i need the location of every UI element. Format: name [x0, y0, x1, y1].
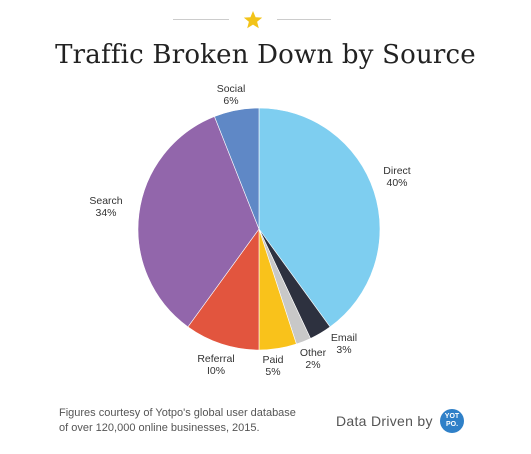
source-note-line-2: of over 120,000 online businesses, 2015.: [59, 422, 260, 434]
pie-slice-direct: [258, 107, 381, 328]
pie-slice-search: [137, 116, 260, 328]
slice-label-social: Social 6%: [217, 83, 246, 107]
chart-title: Traffic Broken Down by Source: [55, 40, 476, 70]
star-icon: [243, 11, 263, 29]
header-divider-right: [277, 19, 331, 20]
slice-label-email: Email 3%: [331, 332, 357, 356]
pie-slice-social: [214, 107, 260, 230]
header-divider-left: [173, 19, 229, 20]
yotpo-logo-icon: YOT PO.: [440, 409, 464, 433]
slice-label-search: Search 34%: [89, 195, 122, 219]
pie-slice-referral: [187, 228, 260, 351]
slice-label-referral: Referral I0%: [197, 353, 234, 377]
source-note-line-1: Figures courtesy of Yotpo's global user …: [59, 407, 296, 419]
slice-label-paid: Paid 5%: [262, 354, 283, 378]
slice-label-direct: Direct 40%: [383, 165, 411, 189]
brand-text: Data Driven by: [336, 413, 433, 429]
source-note: Figures courtesy of Yotpo's global user …: [59, 406, 329, 436]
slice-label-other: Other 2%: [300, 347, 327, 371]
